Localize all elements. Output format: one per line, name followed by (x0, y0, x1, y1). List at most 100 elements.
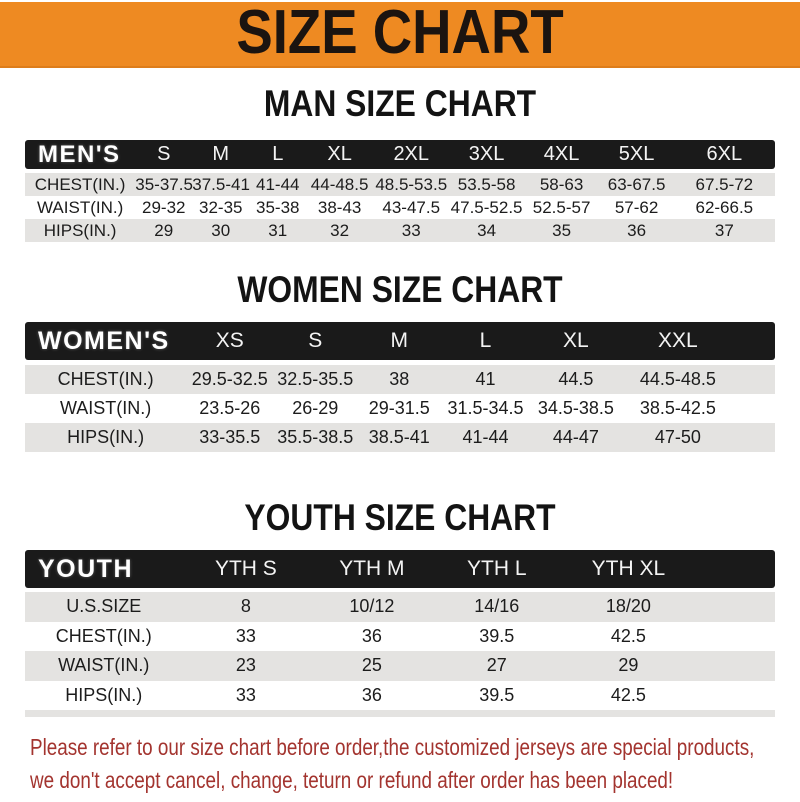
value-cell: 32.5-35.5 (277, 369, 354, 389)
value-cell: 44-47 (552, 427, 599, 447)
value-cell: 29 (618, 655, 639, 676)
table-row: CHEST(IN.) 33 36 39.5 42.5 (25, 621, 775, 651)
value-cell: 38.5-42.5 (639, 398, 716, 418)
column-header-cell: XXL (658, 329, 698, 352)
column-header-cell: L (479, 329, 492, 352)
footer-note: Please refer to our size chart before or… (0, 731, 800, 797)
value-cell: 63-67.5 (607, 174, 666, 194)
value-cell: 39.5 (479, 684, 515, 705)
value-cell: 42.5 (610, 684, 646, 705)
value-cell: 34.5-38.5 (537, 398, 614, 418)
table-header-row: MEN'S S M L XL 2XL 3XL 4XL 5XL 6XL (25, 140, 775, 169)
section-women: WOMEN SIZE CHART WOMEN'S XS S M L XL XXL CHEST(… (0, 268, 800, 452)
value-cell: 27 (486, 655, 507, 676)
table-title-cell: YOUTH (38, 554, 133, 583)
value-cell: 39.5 (479, 625, 515, 646)
value-cell: 43-47.5 (382, 197, 441, 217)
row-label-cell: CHEST(IN.) (34, 174, 126, 194)
row-label-cell: HIPS(IN.) (43, 220, 117, 240)
value-cell: 41-44 (462, 427, 509, 447)
value-cell: 32-35 (199, 197, 243, 217)
column-header-cell: YTH M (339, 557, 405, 580)
row-label-cell: WAIST(IN.) (59, 398, 152, 418)
column-header-cell: 2XL (393, 143, 430, 165)
value-cell: 36 (361, 625, 382, 646)
column-header-cell: 5XL (618, 143, 655, 165)
value-cell: 35 (552, 220, 572, 240)
row-label-cell: WAIST(IN.) (58, 655, 150, 676)
value-cell: 41 (475, 369, 496, 389)
value-cell: 38 (389, 369, 410, 389)
column-header-cell: XL (327, 143, 352, 165)
value-cell: 47-50 (654, 427, 701, 447)
value-cell: 36 (361, 684, 382, 705)
column-header-cell: S (308, 329, 323, 352)
value-cell: 42.5 (610, 625, 646, 646)
value-cell: 47.5-52.5 (450, 197, 523, 217)
column-header-cell: 3XL (468, 143, 505, 165)
table-row: CHEST(IN.) 35-37.5 37.5-41 41-44 44-48.5 48.5… (25, 173, 775, 196)
youth-size-table: YOUTH YTH S YTH M YTH L YTH XL U.S.SIZE 8 10/12… (25, 550, 775, 710)
value-cell: 23.5-26 (199, 398, 261, 418)
value-cell: 31 (268, 220, 288, 240)
value-cell: 29-32 (142, 197, 186, 217)
value-cell: 37 (714, 220, 734, 240)
row-label-cell: CHEST(IN.) (57, 369, 154, 389)
row-label-cell: HIPS(IN.) (67, 427, 145, 447)
table-row: WAIST(IN.) 23.5-26 26-29 29-31.5 31.5-34.5 34… (25, 394, 775, 423)
value-cell: 18/20 (605, 596, 651, 617)
value-cell: 38.5-41 (368, 427, 430, 447)
value-cell: 31.5-34.5 (447, 398, 524, 418)
value-cell: 44.5-48.5 (639, 369, 716, 389)
column-header-cell: S (157, 143, 171, 165)
value-cell: 53.5-58 (457, 174, 516, 194)
youth-size-chart-heading: YOUTH SIZE CHART (244, 497, 556, 538)
column-header-cell: M (212, 143, 230, 165)
value-cell: 29-31.5 (368, 398, 430, 418)
value-cell: 14/16 (474, 596, 520, 617)
column-header-cell: L (272, 143, 284, 165)
column-header-cell: YTH S (214, 557, 277, 580)
table-header-row: YOUTH YTH S YTH M YTH L YTH XL (25, 550, 775, 588)
value-cell: 35-37.5 (135, 174, 193, 194)
value-cell: 41-44 (256, 174, 300, 194)
value-cell: 26-29 (292, 398, 339, 418)
value-cell: 44-48.5 (310, 174, 369, 194)
column-header-cell: M (390, 329, 409, 352)
value-cell: 29.5-32.5 (191, 369, 268, 389)
value-cell: 10/12 (349, 596, 395, 617)
women-size-chart-heading: WOMEN SIZE CHART (237, 269, 563, 310)
value-cell: 38-43 (317, 197, 362, 217)
table-row: U.S.SIZE 8 10/12 14/16 18/20 (25, 592, 775, 622)
value-cell: 44.5 (558, 369, 594, 389)
footer-line-2: we don't accept cancel, change, teturn o… (30, 767, 674, 793)
value-cell: 48.5-53.5 (375, 174, 448, 194)
table-row: WAIST(IN.) 29-32 32-35 35-38 38-43 43-47.5 47.… (25, 196, 775, 219)
value-cell: 62-66.5 (695, 197, 754, 217)
table-title-cell: WOMEN'S (38, 326, 170, 355)
value-cell: 23 (235, 655, 256, 676)
value-cell: 33 (235, 684, 256, 705)
table-row: HIPS(IN.) 33-35.5 35.5-38.5 38.5-41 41-44 44-… (25, 423, 775, 452)
table-row: CHEST(IN.) 29.5-32.5 32.5-35.5 38 41 44.5 44.5… (25, 365, 775, 394)
column-header-cell: 6XL (706, 143, 743, 165)
banner-title: SIZE CHART (236, 0, 564, 67)
value-cell: 33 (235, 625, 256, 646)
value-cell: 36 (627, 220, 647, 240)
footer-line-1: Please refer to our size chart before or… (30, 734, 755, 760)
table-row: HIPS(IN.) 33 36 39.5 42.5 (25, 680, 775, 710)
value-cell: 35-38 (256, 197, 300, 217)
column-header-cell: XS (215, 329, 244, 352)
banner: SIZE CHART (0, 0, 800, 68)
value-cell: 25 (361, 655, 382, 676)
row-label-cell: HIPS(IN.) (65, 684, 143, 705)
table-header-row: WOMEN'S XS S M L XL XXL (25, 322, 775, 360)
section-youth: YOUTH SIZE CHART YOUTH YTH S YTH M YTH L YTH… (0, 496, 800, 717)
value-cell: 8 (240, 596, 251, 617)
youth-table-bottom-strip (25, 710, 775, 717)
value-cell: 35.5-38.5 (277, 427, 354, 447)
women-size-table: WOMEN'S XS S M L XL XXL CHEST(IN.) 29.5-32.5 32.5… (25, 322, 775, 452)
value-cell: 33 (401, 220, 421, 240)
column-header-cell: YTH XL (591, 557, 666, 580)
